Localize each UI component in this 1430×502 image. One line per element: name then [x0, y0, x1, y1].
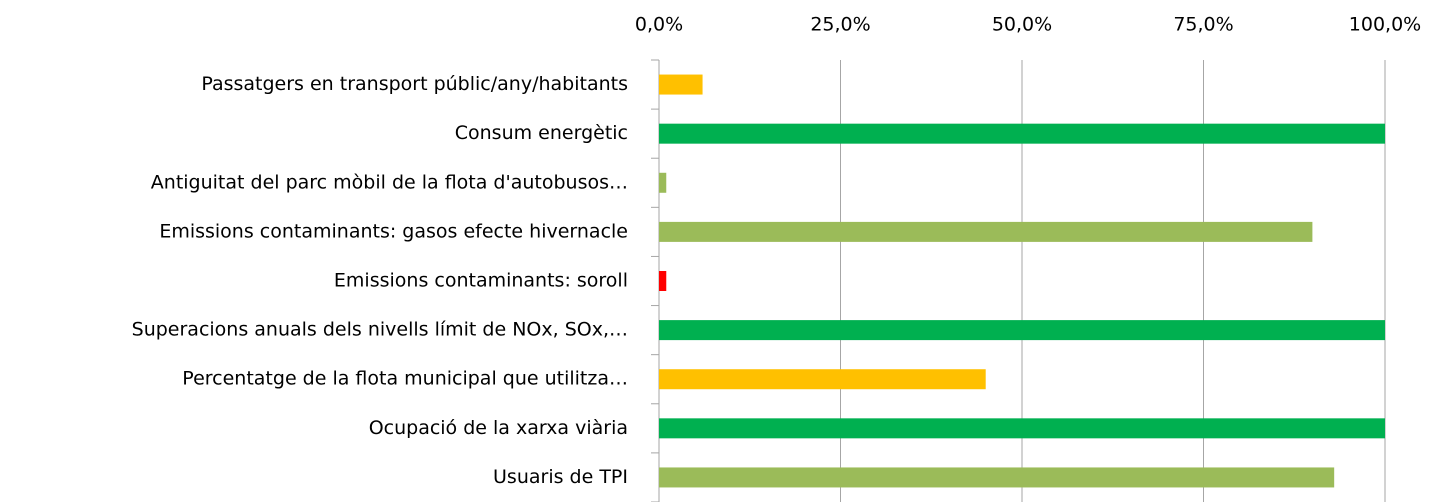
- bar: [659, 74, 703, 95]
- bar: [659, 271, 667, 291]
- x-tick-label: 100,0%: [1349, 14, 1421, 36]
- bar: [659, 418, 1385, 439]
- y-tick-label: Antiguitat del parc mòbil de la flota d'…: [151, 171, 628, 193]
- x-tick-label: 25,0%: [810, 14, 870, 36]
- y-tick-label: Ocupació de la xarxa viària: [369, 417, 628, 439]
- y-tick-label: Superacions anuals dels nivells límit de…: [132, 319, 628, 341]
- bar: [659, 123, 1385, 144]
- x-tick-label: 50,0%: [992, 14, 1052, 36]
- x-tick-label: 75,0%: [1173, 14, 1233, 36]
- x-tick-label: 0,0%: [635, 14, 683, 36]
- bar: [659, 467, 1335, 488]
- y-tick-label: Usuaris de TPI: [493, 466, 628, 488]
- bar: [659, 172, 667, 193]
- y-tick-label: Emissions contaminants: gasos efecte hiv…: [159, 220, 628, 242]
- y-tick-label: Percentatge de la flota municipal que ut…: [182, 368, 628, 390]
- bar: [659, 221, 1313, 242]
- bar: [659, 320, 1385, 341]
- y-tick-label: Emissions contaminants: soroll: [334, 270, 628, 292]
- y-tick-label: Consum energètic: [455, 122, 628, 144]
- y-tick-label: Passatgers en transport públic/any/habit…: [201, 73, 628, 95]
- bar: [659, 369, 986, 390]
